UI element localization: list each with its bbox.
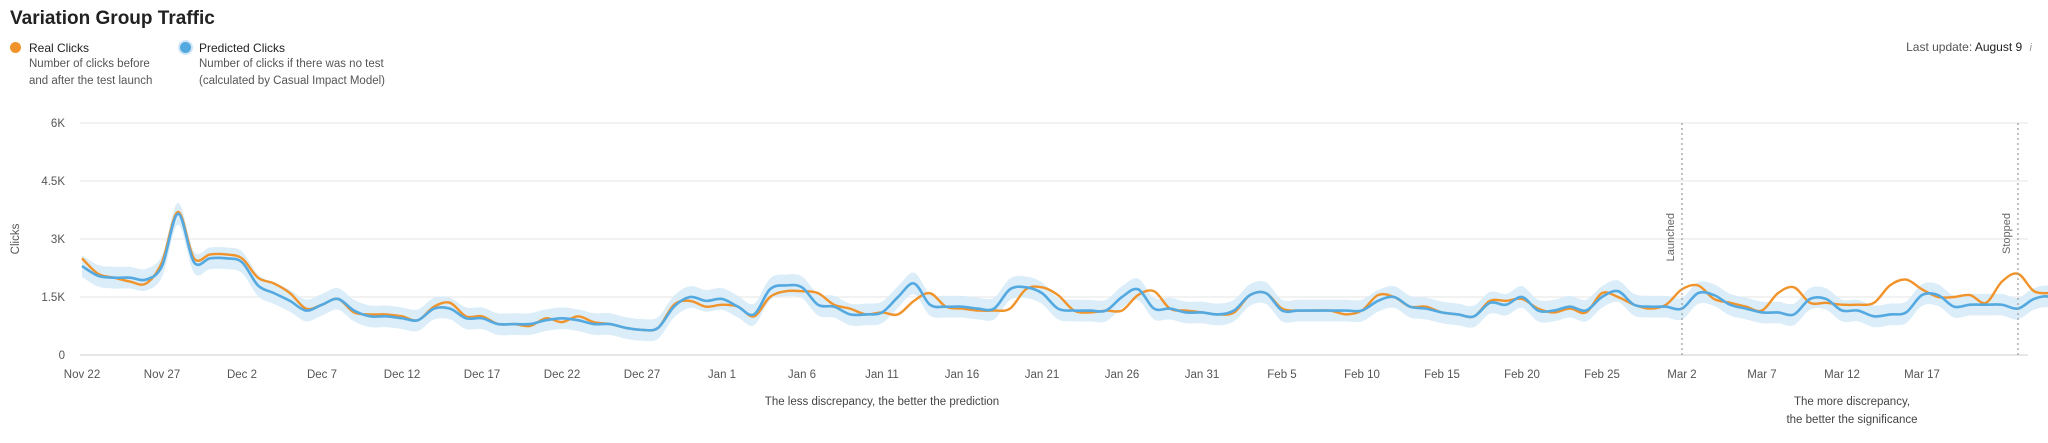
y-tick-label: 6K	[51, 118, 65, 130]
x-tick-label: Dec 2	[227, 369, 257, 381]
x-tick-label: Mar 2	[1667, 369, 1696, 381]
annotation-more-discrepancy-line-1: The more discrepancy,	[1794, 396, 1910, 408]
x-tick-label: Mar 17	[1904, 369, 1940, 381]
last-update-value: August 9	[1974, 40, 2023, 54]
x-tick-label: Nov 27	[144, 369, 180, 381]
x-tick-label: Dec 22	[544, 369, 580, 381]
x-tick-label: Jan 16	[945, 369, 980, 381]
x-tick-label: Nov 22	[64, 369, 100, 381]
legend-item-real-clicks[interactable]: Real Clicks Number of clicks before and …	[10, 40, 152, 90]
legend-predicted-clicks-desc-2: (calculated by Casual Impact Model)	[199, 75, 385, 87]
x-tick-label: Jan 6	[788, 369, 816, 381]
y-tick-label: 0	[59, 350, 65, 362]
last-update: Last update: August 9 i	[1906, 40, 2032, 54]
prediction-confidence-band	[82, 203, 2048, 342]
chart-title: Variation Group Traffic	[10, 8, 215, 29]
legend-real-clicks-dot	[10, 42, 21, 53]
x-tick-label: Feb 5	[1267, 369, 1296, 381]
x-tick-label: Dec 27	[624, 369, 660, 381]
series-line-predicted-clicks	[81, 212, 2048, 332]
x-tick-label: Dec 7	[307, 369, 337, 381]
x-tick-label: Mar 7	[1747, 369, 1776, 381]
x-tick-label: Feb 25	[1584, 369, 1620, 381]
annotation-more-discrepancy-line-2: the better the significance	[1786, 414, 1917, 426]
x-tick-label: Jan 26	[1105, 369, 1140, 381]
y-axis-label: Clicks	[10, 223, 22, 254]
marker-label-stopped: Stopped	[2001, 213, 2013, 254]
x-tick-label: Jan 11	[865, 369, 899, 381]
legend-predicted-clicks-name: Predicted Clicks	[199, 41, 286, 55]
x-tick-label: Jan 1	[708, 369, 736, 381]
x-tick-label: Feb 10	[1344, 369, 1380, 381]
x-tick-label: Jan 31	[1185, 369, 1220, 381]
y-tick-label: 1.5K	[41, 292, 65, 304]
legend-real-clicks-desc-2: and after the test launch	[29, 75, 153, 87]
info-icon[interactable]: i	[2029, 42, 2032, 54]
legend-real-clicks-name: Real Clicks	[29, 41, 90, 55]
legend-item-predicted-clicks[interactable]: Predicted Clicks Number of clicks if the…	[180, 40, 385, 90]
x-tick-label: Dec 17	[464, 369, 500, 381]
x-tick-label: Mar 12	[1824, 369, 1860, 381]
x-tick-label: Feb 15	[1424, 369, 1460, 381]
legend-predicted-clicks-dot	[180, 42, 191, 53]
y-tick-label: 4.5K	[41, 176, 65, 188]
y-tick-label: 3K	[51, 234, 65, 246]
legend-real-clicks-desc-1: Number of clicks before	[29, 58, 150, 70]
x-tick-label: Dec 12	[384, 369, 420, 381]
x-tick-label: Feb 20	[1504, 369, 1540, 381]
legend-predicted-clicks-desc-1: Number of clicks if there was no test	[199, 58, 384, 70]
annotation-less-discrepancy: The less discrepancy, the better the pre…	[765, 396, 999, 408]
last-update-label: Last update:	[1906, 40, 1973, 54]
marker-label-launched: Launched	[1665, 213, 1677, 261]
x-tick-label: Jan 21	[1025, 369, 1060, 381]
